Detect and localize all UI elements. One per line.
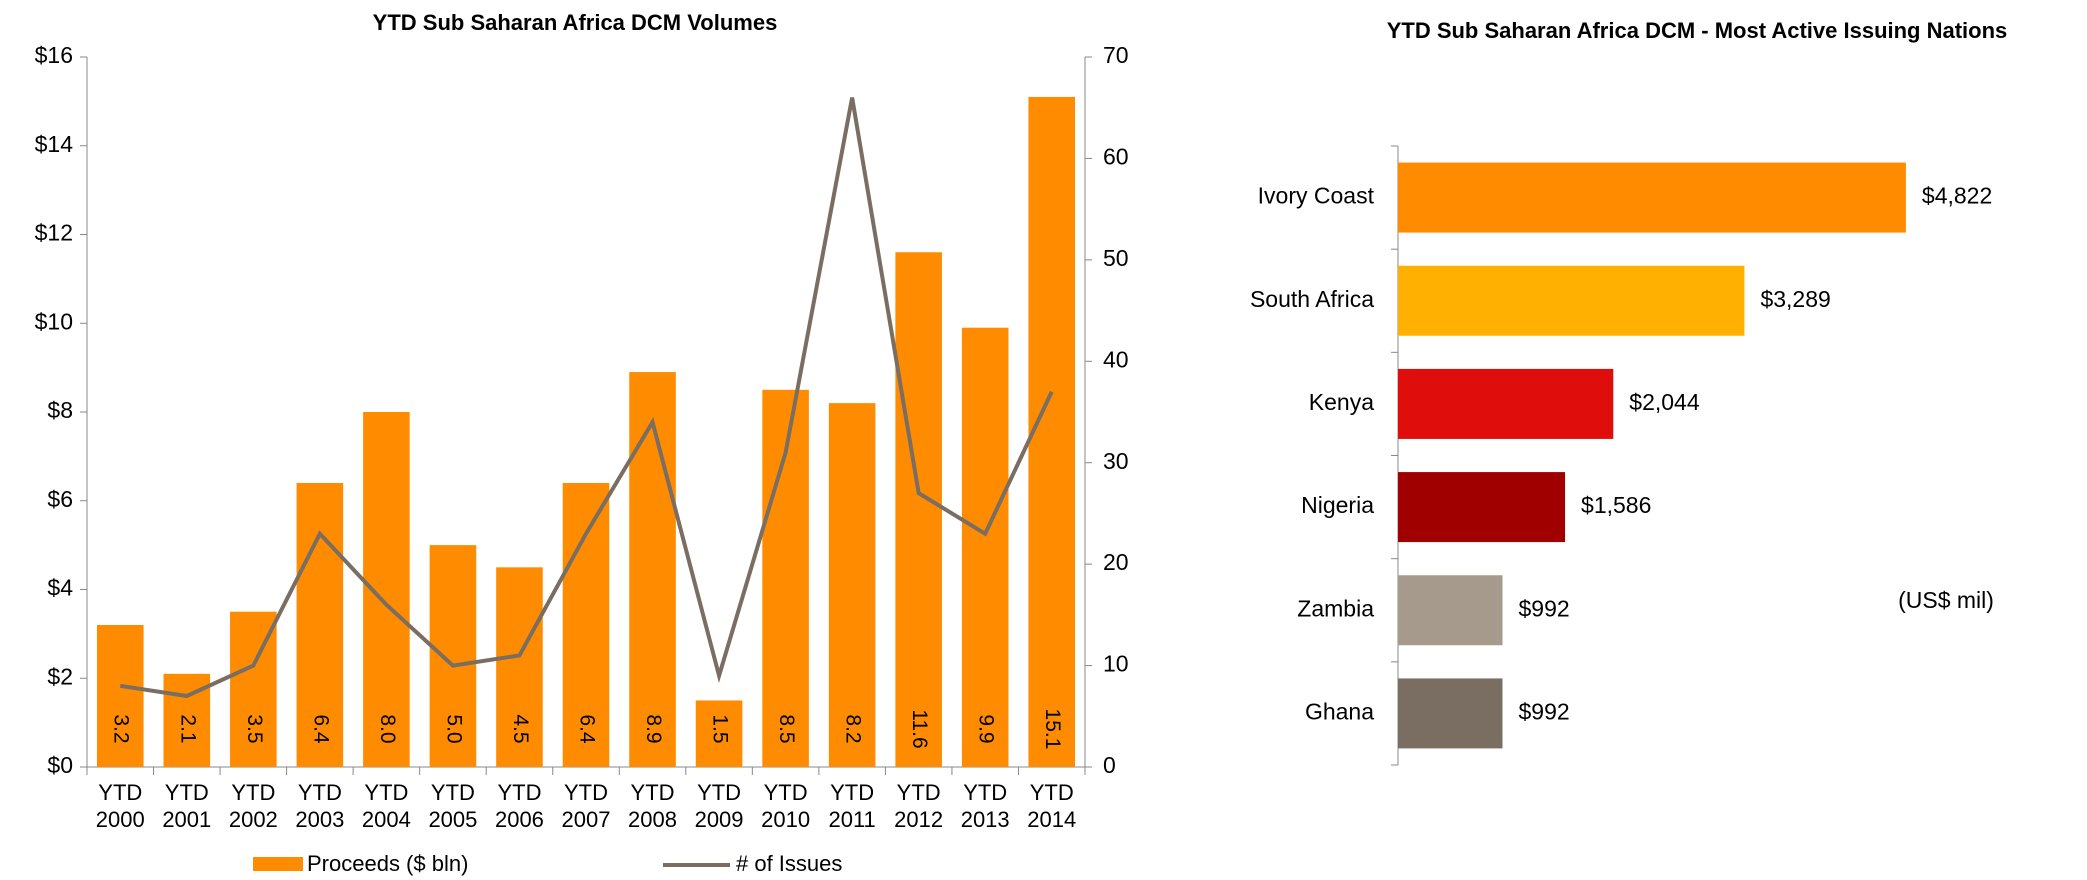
y2-tick-label: 60 <box>1103 144 1129 170</box>
bar-label: 4.5 <box>509 714 532 743</box>
bar-label: 11.6 <box>908 709 931 748</box>
y-tick-label: $14 <box>35 131 74 157</box>
bar-label: 1.5 <box>709 714 732 743</box>
bar-label: 15.1 <box>1041 709 1064 750</box>
x-tick-label: YTD 2009 <box>694 780 744 832</box>
x-tick-label: YTD 2011 <box>828 780 876 832</box>
bar-label: 6.4 <box>309 714 332 744</box>
bar-label: $2,044 <box>1629 389 1700 415</box>
y-tick-label: Ivory Coast <box>1258 183 1375 209</box>
bar <box>629 372 676 767</box>
y-tick-label: $2 <box>47 663 73 689</box>
chart-title: YTD Sub Saharan Africa DCM Volumes <box>373 10 778 35</box>
bar-label: 6.4 <box>575 714 598 744</box>
legend-label: # of Issues <box>736 851 842 876</box>
y2-tick-label: 40 <box>1103 346 1129 372</box>
x-tick-label: YTD 2014 <box>1027 780 1077 832</box>
x-tick-label: YTD 2002 <box>228 780 278 832</box>
x-tick-label: YTD 2001 <box>162 780 212 832</box>
y2-tick-label: 20 <box>1103 549 1129 575</box>
bar-label: 3.2 <box>110 714 133 743</box>
bar <box>961 327 1009 767</box>
bar-label: 3.5 <box>243 714 266 743</box>
bar-label: 8.9 <box>642 714 665 743</box>
bar <box>1398 368 1614 439</box>
x-tick-label: YTD 2005 <box>428 780 478 832</box>
annotation: (US$ mil) <box>1898 587 1994 613</box>
x-tick-label: YTD 2013 <box>960 780 1010 832</box>
y-tick-label: $8 <box>47 397 73 423</box>
x-tick-label: YTD 2004 <box>361 780 411 832</box>
x-tick-label: YTD 2006 <box>494 780 544 832</box>
y2-tick-label: 50 <box>1103 245 1129 271</box>
legend-label: Proceeds ($ bln) <box>307 851 468 876</box>
bar <box>296 483 344 767</box>
bar-label: $3,289 <box>1760 286 1830 312</box>
bar <box>695 700 743 767</box>
bar-label: 8.5 <box>775 714 798 743</box>
bar <box>1398 678 1503 749</box>
bar <box>1028 96 1076 767</box>
bar <box>429 545 477 767</box>
y-tick-label: $16 <box>35 42 73 68</box>
bar <box>1398 575 1503 646</box>
x-tick-label: YTD 2007 <box>561 780 611 832</box>
bar <box>496 567 543 767</box>
y-tick-label: Kenya <box>1309 389 1374 415</box>
x-tick-label: YTD 2008 <box>628 780 677 832</box>
bar <box>96 625 144 767</box>
y-tick-label: $10 <box>35 308 73 334</box>
bar-label: 8.0 <box>376 714 399 743</box>
bar <box>1398 265 1745 336</box>
bar <box>828 403 876 767</box>
bar-label: $4,822 <box>1922 183 1992 209</box>
x-tick-label: YTD 2000 <box>95 780 145 832</box>
y-tick-label: $4 <box>47 575 73 601</box>
y-tick-label: $12 <box>35 220 73 246</box>
y-tick-label: $6 <box>47 486 73 512</box>
y2-tick-label: 0 <box>1103 752 1116 778</box>
y-tick-label: Nigeria <box>1301 492 1374 518</box>
bar-label: $1,586 <box>1581 492 1651 518</box>
x-tick-label: YTD 2012 <box>894 780 944 832</box>
x-tick-label: YTD 2003 <box>295 780 345 832</box>
bar <box>1398 472 1566 543</box>
line <box>119 97 1054 699</box>
bar-label: 8.2 <box>842 714 865 743</box>
y-tick-label: Ghana <box>1305 698 1374 724</box>
bar-label: 5.0 <box>442 714 465 743</box>
bar-label: 2.1 <box>176 714 199 743</box>
y-tick-label: $0 <box>47 752 73 778</box>
chart-title: YTD Sub Saharan Africa DCM - Most Active… <box>1387 18 2008 43</box>
bar-label: $992 <box>1518 698 1569 724</box>
bar <box>895 252 942 767</box>
x-tick-label: YTD 2010 <box>761 780 811 832</box>
y2-tick-label: 70 <box>1103 42 1129 68</box>
y2-tick-label: 10 <box>1103 651 1129 677</box>
bar-label: $992 <box>1518 595 1569 621</box>
bar <box>1398 162 1906 233</box>
y2-tick-label: 30 <box>1103 448 1129 474</box>
legend-swatch <box>253 857 303 871</box>
y-tick-label: South Africa <box>1250 286 1374 312</box>
bar-label: 9.9 <box>975 714 998 743</box>
y-tick-label: Zambia <box>1297 595 1374 621</box>
